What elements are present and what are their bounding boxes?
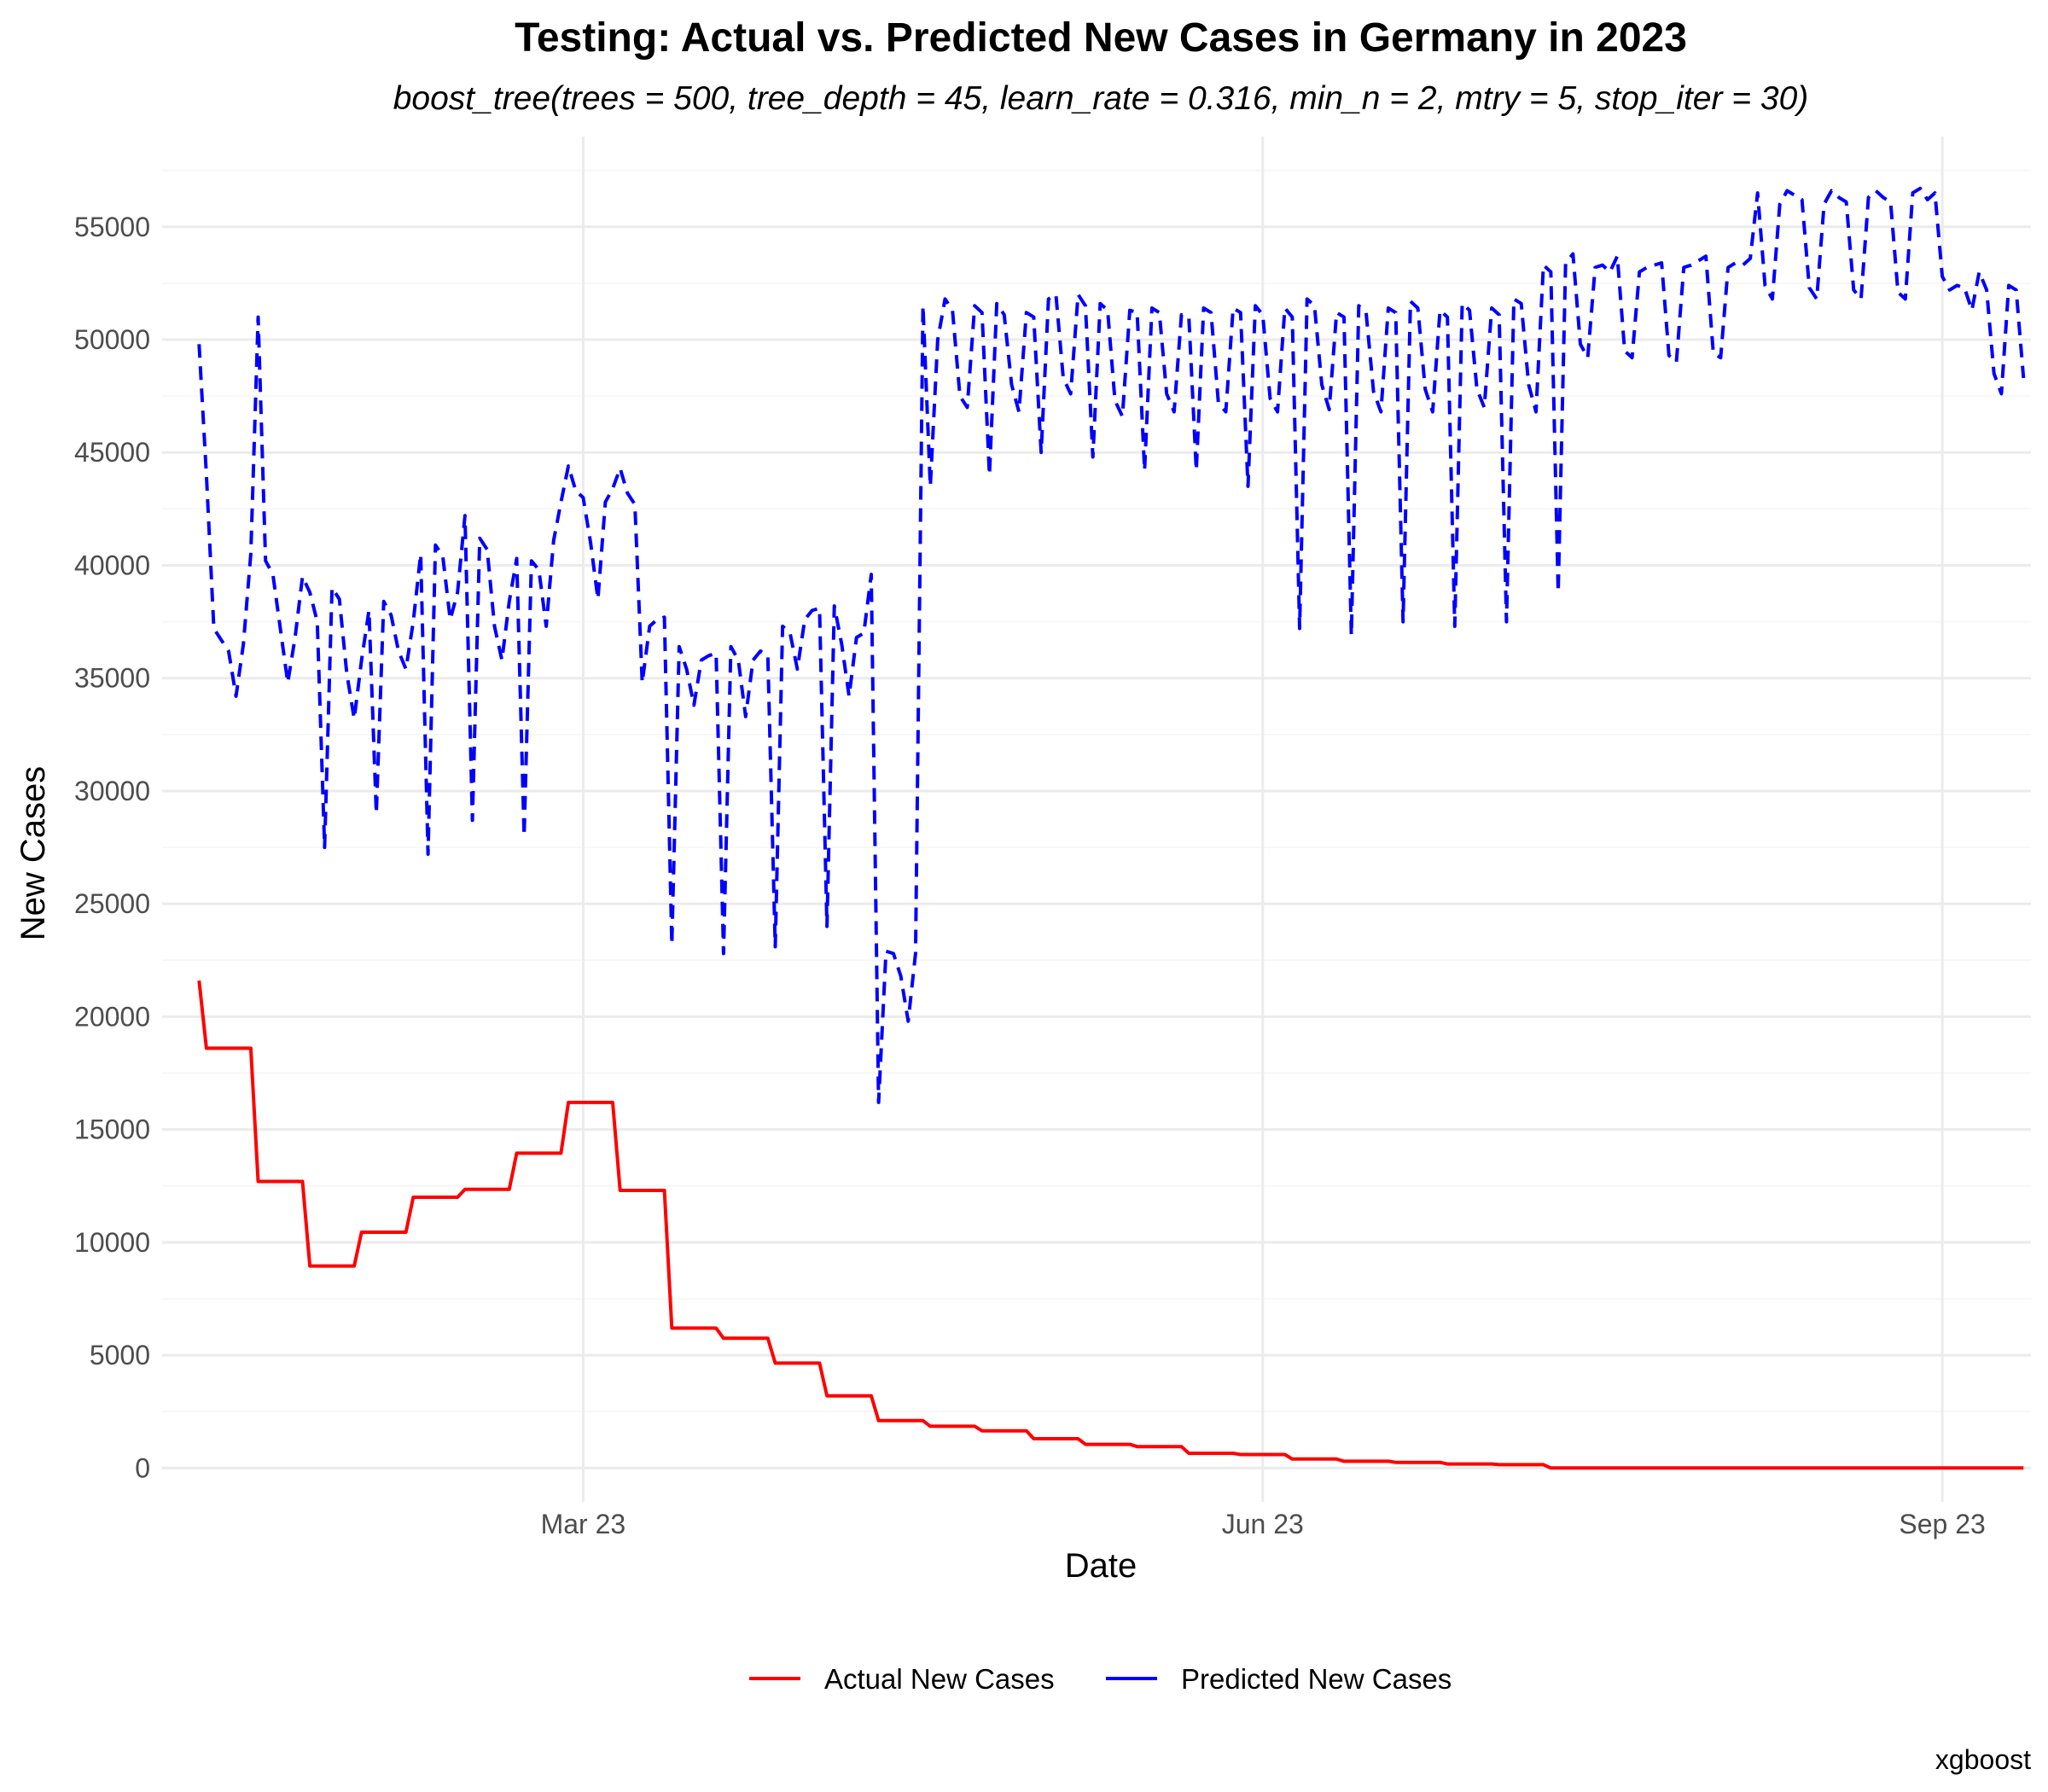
y-tick-label: 25000 — [74, 888, 150, 919]
plot-area — [197, 186, 2026, 1470]
legend-label-actual: Actual New Cases — [824, 1663, 1055, 1695]
y-tick-label: 45000 — [74, 437, 150, 468]
y-axis-title: New Cases — [15, 766, 52, 941]
x-tick-label: Sep 23 — [1899, 1509, 1985, 1539]
y-tick-label: 10000 — [74, 1227, 150, 1258]
gridlines — [162, 137, 2031, 1502]
y-tick-label: 30000 — [74, 776, 150, 806]
x-axis-title: Date — [1065, 1547, 1137, 1585]
x-tick-label: Mar 23 — [541, 1509, 626, 1539]
y-axis: 0 5000 10000 15000 20000 25000 30000 35000 40000… — [74, 212, 150, 1484]
caption: xgboost — [1935, 1744, 2031, 1775]
chart-subtitle: boost_tree(trees = 500, tree_depth = 45,… — [393, 80, 1809, 117]
legend-label-predicted: Predicted New Cases — [1181, 1663, 1452, 1695]
y-tick-label: 50000 — [74, 324, 150, 355]
y-tick-label: 0 — [135, 1452, 150, 1483]
chart-title: Testing: Actual vs. Predicted New Cases … — [515, 15, 1687, 61]
y-tick-label: 15000 — [74, 1114, 150, 1145]
series-line-actual — [197, 980, 2024, 1470]
x-tick-label: Jun 23 — [1222, 1509, 1304, 1539]
legend: Actual New Cases Predicted New Cases — [749, 1663, 1452, 1695]
y-tick-label: 35000 — [74, 663, 150, 694]
y-tick-label: 20000 — [74, 1001, 150, 1032]
y-tick-label: 55000 — [74, 212, 150, 242]
y-tick-label: 40000 — [74, 550, 150, 580]
x-axis: Mar 23 Jun 23 Sep 23 — [541, 1509, 1986, 1539]
series-line-predicted — [197, 186, 2026, 1104]
y-tick-label: 5000 — [90, 1340, 150, 1370]
